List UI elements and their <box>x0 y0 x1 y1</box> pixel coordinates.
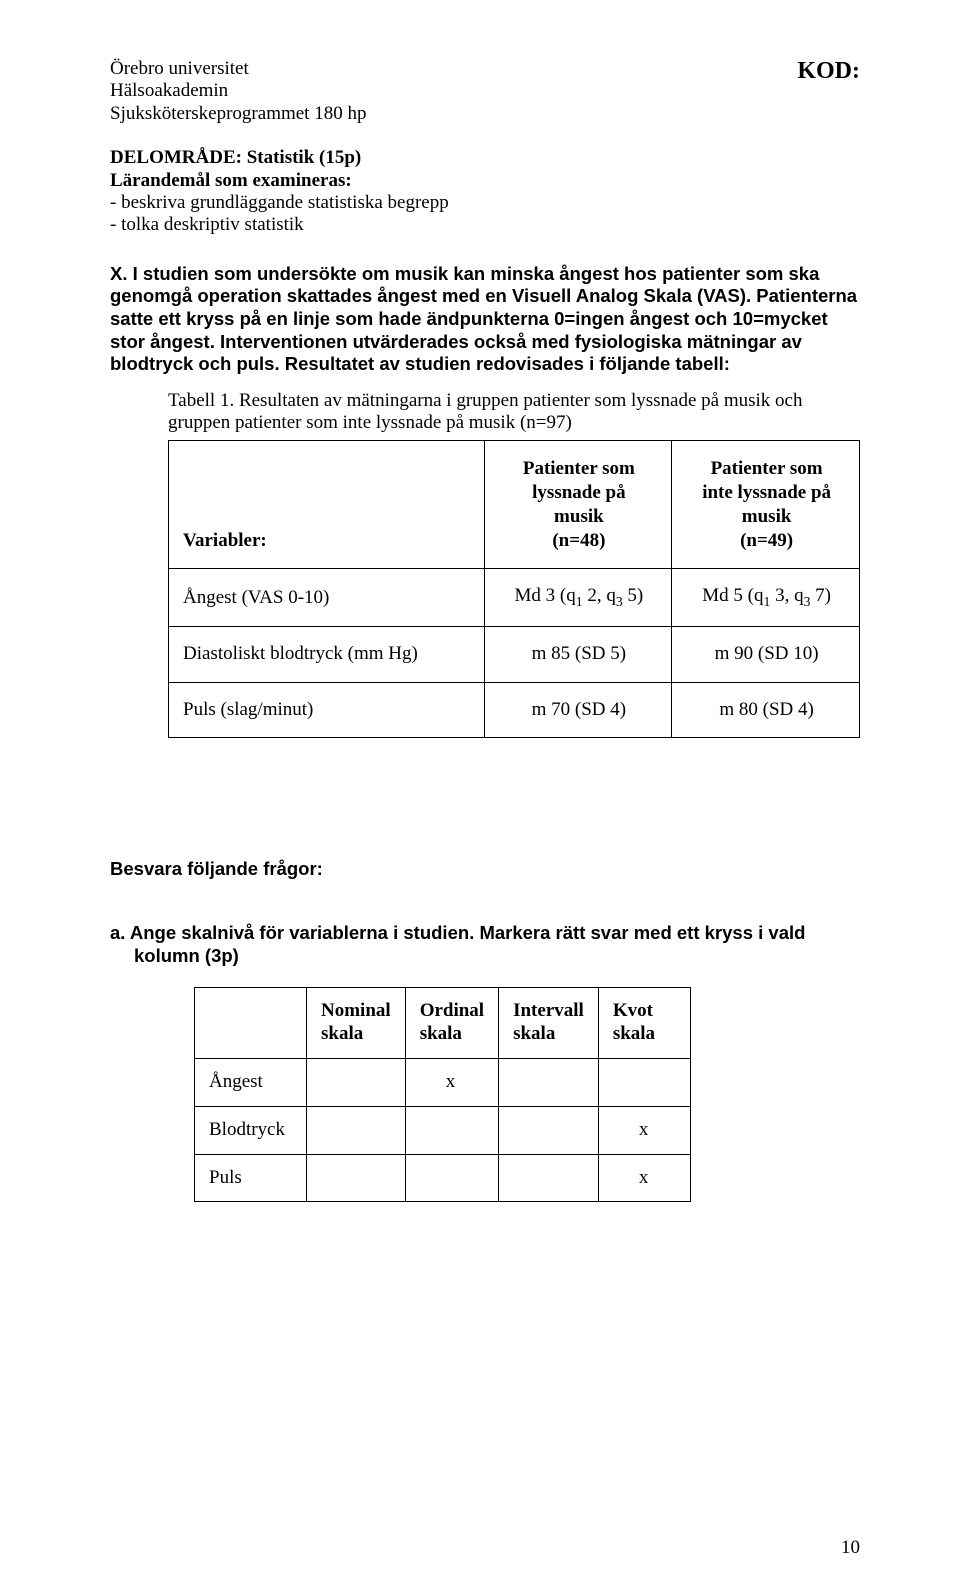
table1-caption-block: Tabell 1. Resultaten av mätningarna i gr… <box>168 390 860 739</box>
question-prefix: X. <box>110 263 127 284</box>
header-variabler: Variabler: <box>169 441 485 569</box>
t: 2, q <box>583 585 616 606</box>
kod-label: KOD: <box>797 58 860 85</box>
section-subtitle: Lärandemål som examineras: <box>110 170 860 192</box>
h2l3: musik <box>554 506 604 527</box>
table-row: Nominalskala Ordinalskala Intervallskala… <box>195 988 691 1059</box>
row-puls: Puls <box>195 1154 307 1202</box>
r3-var: Puls (slag/minut) <box>169 682 485 737</box>
r2-var: Diastoliskt blodtryck (mm Hg) <box>169 627 485 682</box>
cell[interactable] <box>405 1106 498 1154</box>
t: 7) <box>810 585 831 606</box>
row-angest: Ångest <box>195 1058 307 1106</box>
table-row: Ångest x <box>195 1058 691 1106</box>
empty-header <box>195 988 307 1059</box>
question-text: I studien som undersökte om musik kan mi… <box>110 263 857 374</box>
academy-name: Hälsoakademin <box>110 80 366 102</box>
t: skala <box>513 1023 555 1044</box>
r1-var: Ångest (VAS 0-10) <box>169 569 485 627</box>
r2-c2: m 85 (SD 5) <box>484 627 672 682</box>
cell[interactable] <box>499 1154 599 1202</box>
header-left: Örebro universitet Hälsoakademin Sjukskö… <box>110 58 366 125</box>
question-x: X. I studien som undersökte om musik kan… <box>110 263 860 376</box>
t: 3, q <box>770 585 803 606</box>
cell[interactable] <box>307 1154 406 1202</box>
h2l2: lyssnade på <box>532 482 625 503</box>
t: Intervall <box>513 1000 584 1021</box>
answer-heading: Besvara följande frågor: <box>110 858 860 880</box>
t: skala <box>613 1023 655 1044</box>
t: Md 5 (q <box>702 585 763 606</box>
qa-line1: a. Ange skalnivå för variablerna i studi… <box>110 922 860 945</box>
results-table: Variabler: Patienter som lyssnade på mus… <box>168 440 860 738</box>
t: skala <box>321 1023 363 1044</box>
table-row: Variabler: Patienter som lyssnade på mus… <box>169 441 860 569</box>
cell-marked[interactable]: x <box>598 1154 690 1202</box>
r3-c3: m 80 (SD 4) <box>672 682 860 737</box>
page-header: Örebro universitet Hälsoakademin Sjukskö… <box>110 58 860 125</box>
h-nominal: Nominalskala <box>307 988 406 1059</box>
cell[interactable] <box>598 1058 690 1106</box>
h-ordinal: Ordinalskala <box>405 988 498 1059</box>
cell[interactable] <box>405 1154 498 1202</box>
t: Kvot <box>613 1000 653 1021</box>
page-number: 10 <box>841 1537 860 1559</box>
cell[interactable] <box>499 1058 599 1106</box>
row-blodtryck: Blodtryck <box>195 1106 307 1154</box>
h-kvot: Kvotskala <box>598 988 690 1059</box>
objective-1: - beskriva grundläggande statistiska beg… <box>110 192 860 214</box>
cell[interactable] <box>307 1106 406 1154</box>
table-row: Diastoliskt blodtryck (mm Hg) m 85 (SD 5… <box>169 627 860 682</box>
h3l3: musik <box>742 506 792 527</box>
table-row: Puls x <box>195 1154 691 1202</box>
header-col2: Patienter som lyssnade på musik (n=48) <box>484 441 672 569</box>
cell-marked[interactable]: x <box>598 1106 690 1154</box>
t: 5) <box>623 585 644 606</box>
objective-2: - tolka deskriptiv statistik <box>110 214 860 236</box>
section-title: DELOMRÅDE: Statistik (15p) <box>110 147 860 169</box>
scale-table: Nominalskala Ordinalskala Intervallskala… <box>194 987 691 1202</box>
cell-marked[interactable]: x <box>405 1058 498 1106</box>
table1-caption: Tabell 1. Resultaten av mätningarna i gr… <box>168 390 802 433</box>
sub: 3 <box>616 594 623 609</box>
table-row: Blodtryck x <box>195 1106 691 1154</box>
t: Nominal <box>321 1000 391 1021</box>
qa-line2: kolumn (3p) <box>110 945 860 968</box>
r1-c2: Md 3 (q1 2, q3 5) <box>484 569 672 627</box>
university-name: Örebro universitet <box>110 58 366 80</box>
delomrade-section: DELOMRÅDE: Statistik (15p) Lärandemål so… <box>110 147 860 237</box>
r3-c2: m 70 (SD 4) <box>484 682 672 737</box>
program-name: Sjuksköterskeprogrammet 180 hp <box>110 103 366 125</box>
h2l4: (n=48) <box>552 530 605 551</box>
table-row: Ångest (VAS 0-10) Md 3 (q1 2, q3 5) Md 5… <box>169 569 860 627</box>
h-intervall: Intervallskala <box>499 988 599 1059</box>
h2l1: Patienter som <box>523 458 635 479</box>
h3l1: Patienter som <box>711 458 823 479</box>
r2-c3: m 90 (SD 10) <box>672 627 860 682</box>
cell[interactable] <box>307 1058 406 1106</box>
r1-c3: Md 5 (q1 3, q3 7) <box>672 569 860 627</box>
page: Örebro universitet Hälsoakademin Sjukskö… <box>0 0 960 1595</box>
sub: 1 <box>576 594 583 609</box>
cell[interactable] <box>499 1106 599 1154</box>
h3l4: (n=49) <box>740 530 793 551</box>
t: skala <box>420 1023 462 1044</box>
table-row: Puls (slag/minut) m 70 (SD 4) m 80 (SD 4… <box>169 682 860 737</box>
t: Ordinal <box>420 1000 484 1021</box>
header-col3: Patienter som inte lyssnade på musik (n=… <box>672 441 860 569</box>
h3l2: inte lyssnade på <box>702 482 831 503</box>
t: Md 3 (q <box>515 585 576 606</box>
question-a: a. Ange skalnivå för variablerna i studi… <box>110 922 860 967</box>
